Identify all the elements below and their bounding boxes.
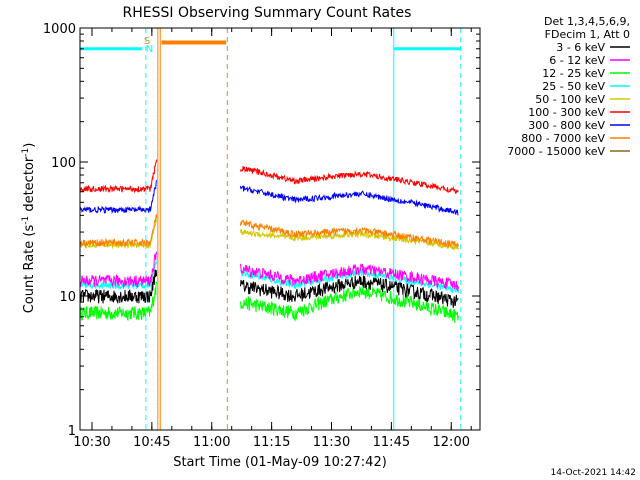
legend-label-1: 6 - 12 keV xyxy=(549,54,605,67)
series-trace-1 xyxy=(79,269,459,308)
legend: Det 1,3,4,5,6,9, FDecim 1, Att 0 3 - 6 k… xyxy=(507,15,630,158)
y-axis-label-mid: detector xyxy=(22,156,37,216)
x-axis-label: Start Time (01-May-09 10:27:42) xyxy=(173,455,387,470)
legend-label-3: 25 - 50 keV xyxy=(542,80,605,93)
series-trace-4 xyxy=(79,216,459,252)
legend-label-0: 3 - 6 keV xyxy=(556,41,605,54)
chart-title: RHESSI Observing Summary Count Rates xyxy=(123,5,412,21)
series-trace-3 xyxy=(79,251,459,291)
x-tick-label-6: 12:00 xyxy=(433,435,470,450)
legend-header-detectors: Det 1,3,4,5,6,9, xyxy=(544,15,630,28)
legend-label-8: 7000 - 15000 keV xyxy=(507,145,605,158)
y-axis-label-main: Count Rate (s xyxy=(22,225,37,314)
y-axis-label-end: ) xyxy=(22,143,37,148)
series-trace-5 xyxy=(79,213,459,249)
flag-letter-s: S xyxy=(144,36,150,47)
legend-label-4: 50 - 100 keV xyxy=(535,93,605,106)
y-axis-label-sup2: -1 xyxy=(21,148,31,157)
x-tick-label-0: 10:30 xyxy=(73,435,110,450)
y-tick-label-1: 10 xyxy=(59,290,76,305)
series-trace-7 xyxy=(79,159,459,195)
series-trace-0 xyxy=(79,281,459,323)
legend-label-2: 12 - 25 keV xyxy=(542,67,605,80)
flag-letter-n: N xyxy=(146,44,153,55)
legend-label-7: 800 - 7000 keV xyxy=(521,132,605,145)
legend-label-5: 100 - 300 keV xyxy=(528,106,605,119)
x-tick-label-1: 10:45 xyxy=(133,435,170,450)
y-axis-label: Count Rate (s-1 detector-1) xyxy=(21,143,37,314)
legend-label-6: 300 - 800 keV xyxy=(528,119,605,132)
x-tick-label-2: 11:00 xyxy=(193,435,230,450)
footer-timestamp: 14-Oct-2021 14:42 xyxy=(551,468,636,478)
legend-header-decimation: FDecim 1, Att 0 xyxy=(545,28,630,41)
plot-frame xyxy=(79,27,481,431)
series-trace-6 xyxy=(79,180,459,216)
plot-layer: SN xyxy=(79,28,462,430)
axis-layer: 10:30 10:45 11:00 11:15 11:30 11:45 12:00 1 10 10… xyxy=(43,22,481,450)
x-tick-label-5: 11:45 xyxy=(373,435,410,450)
y-tick-label-2: 100 xyxy=(51,156,76,171)
y-axis-label-sup1: -1 xyxy=(21,216,31,225)
y-tick-label-0: 1 xyxy=(68,424,76,439)
y-tick-label-3: 1000 xyxy=(43,22,76,37)
x-tick-label-4: 11:30 xyxy=(313,435,350,450)
x-tick-label-3: 11:15 xyxy=(253,435,290,450)
